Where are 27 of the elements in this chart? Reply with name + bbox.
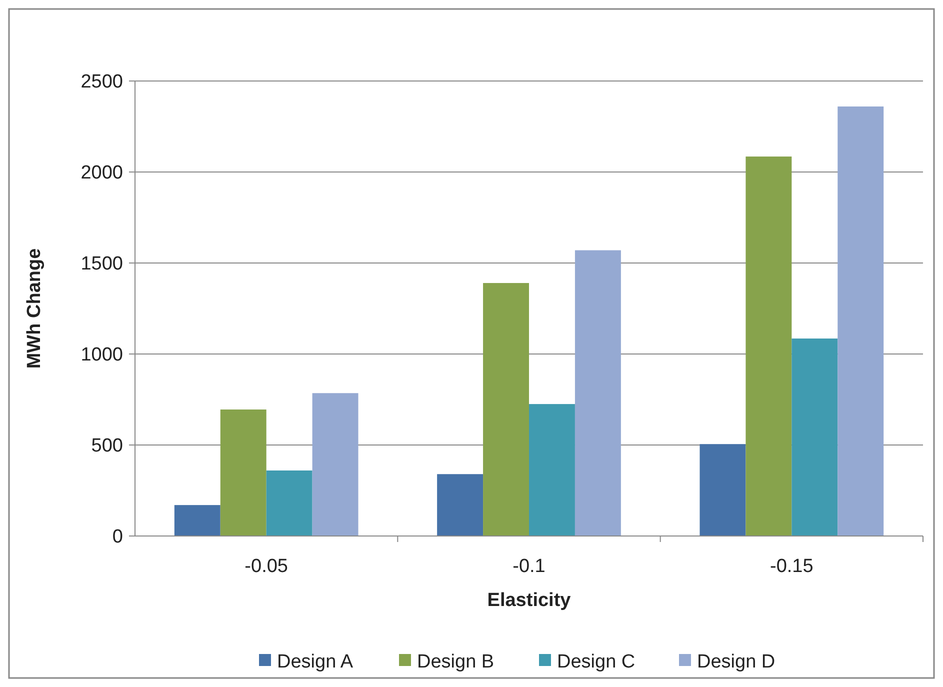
x-axis-title: Elasticity xyxy=(487,590,572,611)
y-tick-label: 0 xyxy=(112,526,123,548)
x-tick-label: -0.15 xyxy=(770,556,814,577)
y-tick-label: 500 xyxy=(91,436,123,457)
y-tick-label: 2500 xyxy=(80,72,123,93)
bar xyxy=(792,338,838,536)
bar xyxy=(529,404,575,536)
y-tick-label: 1500 xyxy=(80,254,123,275)
legend-label: Design B xyxy=(417,652,494,673)
legend-label: Design D xyxy=(697,652,776,673)
legend-label: Design A xyxy=(277,652,354,673)
bar xyxy=(746,156,792,536)
bar xyxy=(483,283,529,536)
bar xyxy=(174,505,220,536)
bar xyxy=(220,410,266,536)
bar xyxy=(312,393,358,536)
bar xyxy=(838,106,884,536)
x-tick-label: -0.05 xyxy=(244,556,288,577)
legend-label: Design C xyxy=(557,652,636,673)
bar xyxy=(266,470,312,536)
x-tick-label: -0.1 xyxy=(512,556,546,577)
y-tick-label: 1000 xyxy=(80,344,123,366)
bar xyxy=(437,474,484,536)
bar xyxy=(574,250,621,536)
y-tick-label: 2000 xyxy=(80,162,123,184)
bar xyxy=(700,444,746,536)
y-axis-title: MWh Change xyxy=(24,248,45,369)
